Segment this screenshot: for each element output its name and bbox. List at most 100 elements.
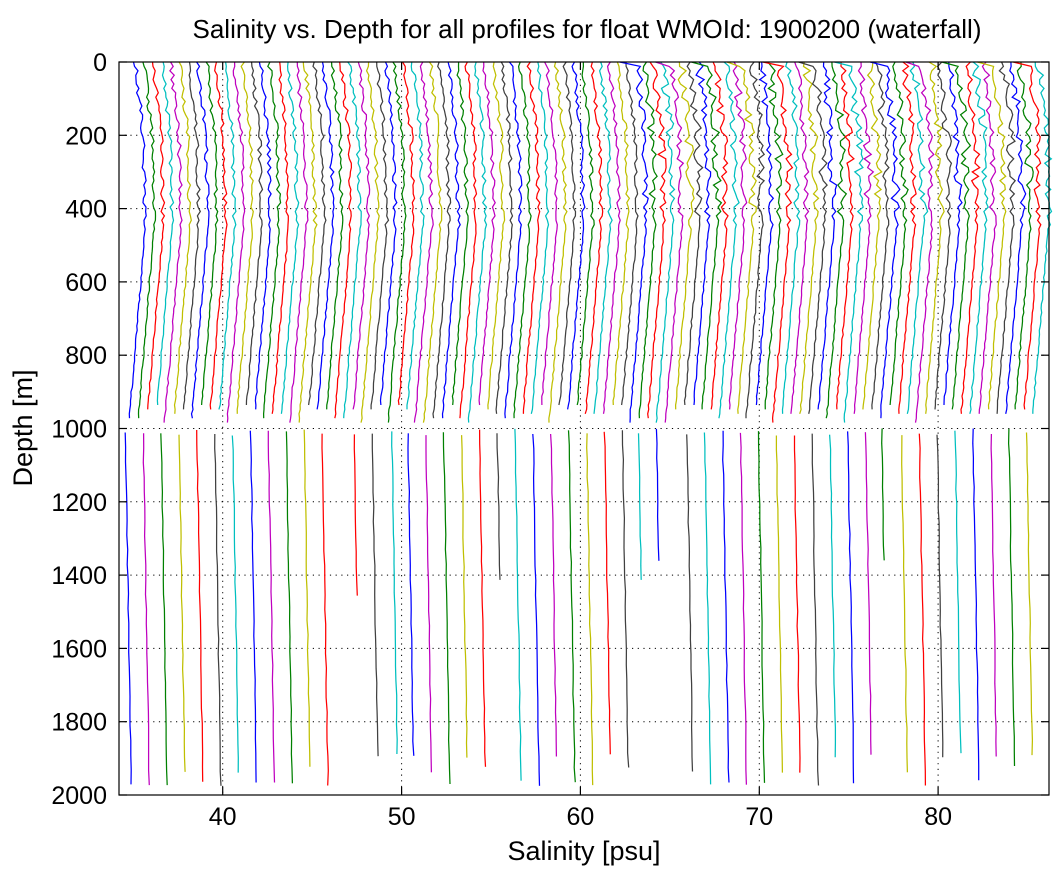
profile-line bbox=[825, 61, 848, 419]
profile-line bbox=[432, 61, 452, 419]
y-tick-label: 800 bbox=[65, 342, 107, 370]
profile-line bbox=[441, 61, 461, 419]
y-tick-label: 400 bbox=[65, 196, 107, 224]
profile-line bbox=[996, 61, 1017, 414]
deep-profile-line bbox=[425, 435, 433, 773]
profile-line bbox=[254, 61, 272, 410]
profile-line bbox=[576, 61, 595, 406]
profile-line bbox=[934, 61, 953, 410]
profile-line bbox=[941, 61, 972, 410]
profile-line bbox=[316, 61, 335, 410]
profile-line bbox=[513, 61, 532, 419]
profile-line bbox=[762, 61, 794, 423]
y-tick-label: 1800 bbox=[51, 709, 107, 737]
profile-line bbox=[478, 61, 496, 406]
deep-profile-line bbox=[637, 433, 642, 580]
profile-line bbox=[271, 61, 290, 414]
profile-line bbox=[683, 61, 704, 406]
profile-line bbox=[1013, 61, 1042, 410]
x-tick-label: 60 bbox=[566, 803, 594, 831]
profile-lines bbox=[128, 61, 1053, 423]
profile-line bbox=[960, 61, 981, 414]
profile-line bbox=[1014, 61, 1034, 410]
profile-line bbox=[655, 61, 685, 423]
deep-profile-line bbox=[739, 432, 748, 785]
deep-profile-line bbox=[514, 428, 522, 781]
profile-line bbox=[147, 61, 166, 410]
deep-profile-line bbox=[391, 431, 398, 755]
deep-profile-line bbox=[532, 433, 541, 786]
y-tick-label: 1000 bbox=[51, 416, 107, 444]
profile-line bbox=[522, 61, 541, 414]
profile-line bbox=[298, 61, 318, 423]
profile-line bbox=[209, 61, 228, 410]
profile-line bbox=[487, 61, 506, 410]
profile-line bbox=[905, 61, 935, 423]
x-tick-label: 40 bbox=[209, 803, 237, 831]
deep-profile-line bbox=[321, 433, 329, 786]
profile-line bbox=[969, 61, 989, 414]
profile-line bbox=[387, 61, 407, 423]
profile-line bbox=[853, 61, 875, 414]
profile-line bbox=[764, 61, 784, 410]
profile-line bbox=[691, 61, 723, 410]
y-tick-label: 1200 bbox=[51, 489, 107, 517]
profile-line bbox=[898, 61, 917, 414]
profile-line bbox=[548, 61, 568, 423]
y-tick-label: 1600 bbox=[51, 635, 107, 663]
profile-line bbox=[798, 61, 828, 414]
profile-line bbox=[280, 61, 300, 414]
deep-profile-line bbox=[793, 435, 801, 773]
deep-profile-line bbox=[881, 428, 885, 561]
profile-line bbox=[422, 61, 443, 423]
profile-line bbox=[459, 61, 478, 419]
profile-line bbox=[245, 61, 264, 406]
deep-profile-lines bbox=[124, 428, 1034, 786]
profile-line bbox=[693, 61, 712, 406]
profile-line bbox=[870, 61, 901, 419]
profile-line bbox=[655, 61, 676, 423]
axis-ticks: 40 50 60 70 80020040060080010001200140016001… bbox=[51, 49, 1049, 831]
profile-line bbox=[925, 61, 945, 414]
profile-line bbox=[647, 61, 667, 419]
y-tick-label: 200 bbox=[65, 122, 107, 150]
profile-line bbox=[1032, 61, 1053, 414]
profile-line bbox=[566, 61, 586, 410]
profile-line bbox=[781, 61, 801, 414]
deep-profile-line bbox=[303, 429, 311, 767]
deep-profile-line bbox=[267, 430, 276, 783]
profile-line bbox=[504, 61, 523, 419]
deep-profile-line bbox=[160, 433, 168, 786]
deep-profile-line bbox=[586, 433, 594, 786]
profile-line bbox=[906, 61, 929, 414]
deep-profile-line bbox=[285, 431, 294, 784]
profile-line bbox=[862, 61, 883, 410]
plot-area-background bbox=[119, 62, 1049, 795]
deep-profile-line bbox=[846, 431, 855, 784]
profile-line bbox=[834, 61, 864, 423]
deep-profile-line bbox=[549, 433, 558, 757]
profile-line bbox=[871, 61, 890, 410]
profile-line bbox=[674, 61, 695, 410]
profile-line bbox=[307, 61, 327, 406]
deep-profile-line bbox=[567, 430, 576, 783]
profile-line bbox=[790, 61, 810, 414]
y-tick-label: 2000 bbox=[51, 782, 107, 810]
deep-profile-line bbox=[621, 430, 630, 768]
grid-lines bbox=[119, 61, 1049, 796]
profile-line bbox=[334, 61, 353, 419]
x-tick-label: 80 bbox=[924, 803, 952, 831]
profile-line bbox=[200, 61, 219, 406]
chart-title: Salinity vs. Depth for all profiles for … bbox=[193, 14, 982, 44]
profile-line bbox=[370, 61, 390, 410]
profile-line bbox=[726, 61, 757, 414]
profile-line bbox=[173, 61, 192, 414]
deep-profile-line bbox=[864, 432, 872, 755]
profile-line bbox=[638, 61, 658, 419]
deep-profile-line bbox=[353, 434, 358, 596]
deep-profile-line bbox=[478, 429, 487, 767]
deep-profile-line bbox=[442, 432, 451, 785]
deep-profile-line bbox=[196, 429, 204, 782]
deep-profile-line bbox=[655, 428, 660, 561]
